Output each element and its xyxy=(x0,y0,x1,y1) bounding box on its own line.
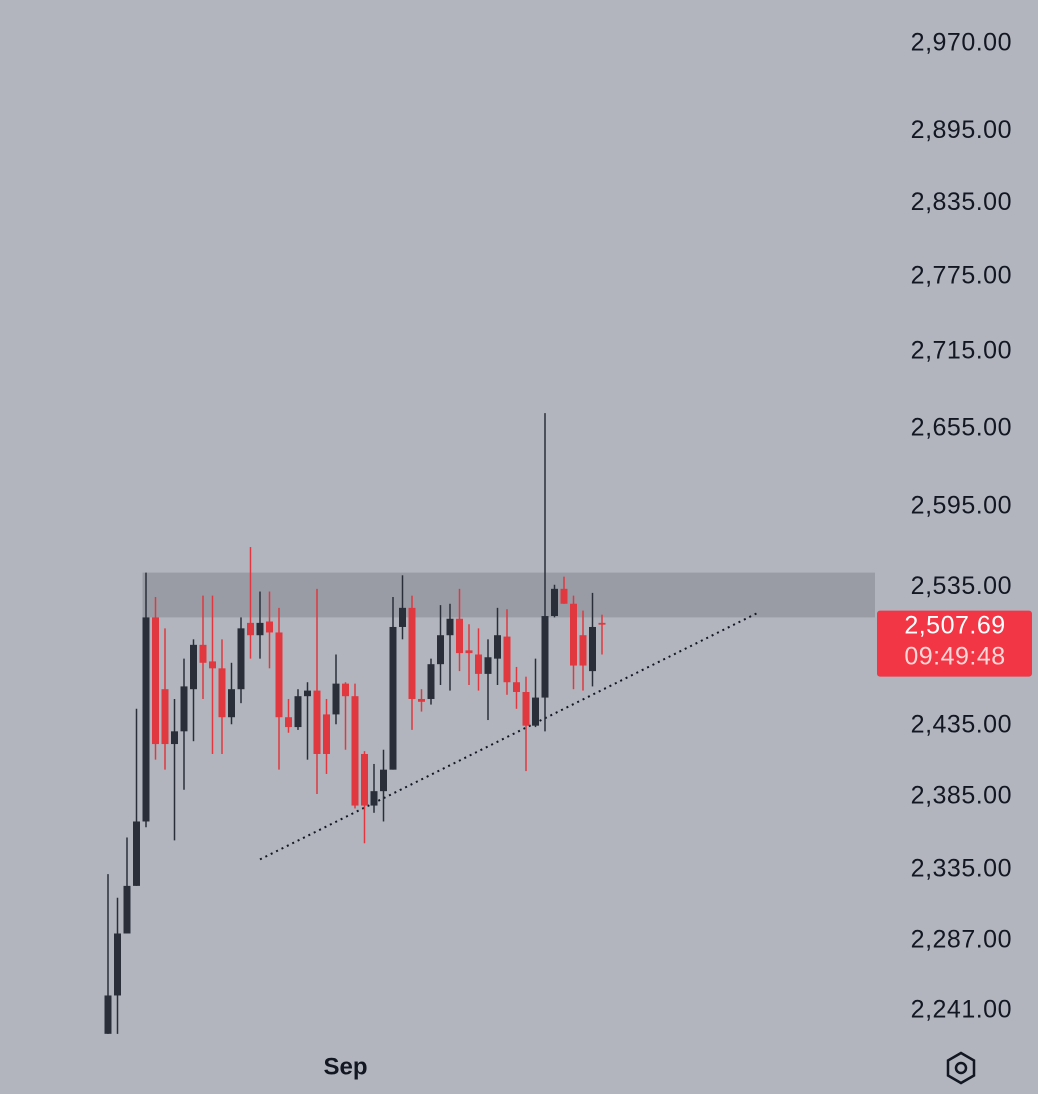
candle-body xyxy=(152,617,159,745)
y-tick-label: 2,535.00 xyxy=(911,572,1012,600)
y-tick-label: 2,715.00 xyxy=(911,337,1012,365)
candle-body xyxy=(427,664,435,699)
candle-body xyxy=(437,635,444,665)
candle-body xyxy=(332,683,340,715)
candle-body xyxy=(380,769,387,792)
gear-center xyxy=(954,1061,968,1075)
x-tick-label: Sep xyxy=(323,1053,367,1080)
candle-body xyxy=(323,714,330,754)
candle-body xyxy=(199,644,207,663)
y-tick-label: 2,241.00 xyxy=(911,995,1012,1023)
candle-body xyxy=(532,697,539,726)
candle-body xyxy=(285,717,292,728)
y-tick-label: 2,335.00 xyxy=(911,854,1012,882)
candle-body xyxy=(190,644,197,690)
y-tick-label: 2,287.00 xyxy=(911,926,1012,954)
candle-body xyxy=(475,654,482,674)
candle-body xyxy=(370,791,378,806)
candle-body xyxy=(313,690,321,754)
candle-body xyxy=(579,635,587,666)
settings-icon[interactable] xyxy=(946,1051,976,1085)
candle-body xyxy=(494,635,501,659)
y-tick-label: 2,655.00 xyxy=(911,413,1012,441)
plot: 2,970.00 2,895.00 2,835.00 2,775.00 2,715.00… xyxy=(104,28,1032,1080)
candle-body xyxy=(114,933,121,996)
candle-body xyxy=(342,683,349,697)
countdown: 09:49:48 xyxy=(904,642,1005,670)
candle-body xyxy=(123,885,131,934)
candle-body xyxy=(598,622,606,625)
candle-body xyxy=(389,626,397,770)
y-tick-label: 2,385.00 xyxy=(911,782,1012,810)
candle-body xyxy=(161,689,169,745)
candle-body xyxy=(408,607,416,699)
y-tick-label: 2,435.00 xyxy=(911,710,1012,738)
trendline xyxy=(259,612,758,861)
candle-body xyxy=(351,696,359,806)
candle-body xyxy=(256,622,264,636)
candle-body xyxy=(275,632,283,718)
candle-body xyxy=(522,691,530,726)
candle-body xyxy=(361,753,368,806)
candle-body xyxy=(418,698,425,702)
candle-body xyxy=(142,617,150,822)
candle-body xyxy=(465,650,473,654)
candle-body xyxy=(560,588,568,604)
y-tick-label: 2,775.00 xyxy=(911,261,1012,289)
candle-body xyxy=(570,603,577,666)
candle-body xyxy=(266,621,273,633)
last-price-box xyxy=(877,610,1032,677)
candle-body xyxy=(294,696,302,728)
candle-body xyxy=(503,636,511,683)
candle-body xyxy=(209,661,216,669)
candle-body xyxy=(513,682,520,692)
candle-body xyxy=(247,622,254,636)
candle-body xyxy=(171,731,178,745)
candle-body xyxy=(541,616,549,698)
hexagon xyxy=(946,1051,976,1085)
candle-body xyxy=(399,607,406,627)
y-tick-label: 2,835.00 xyxy=(911,188,1012,216)
candle-body xyxy=(218,668,226,718)
resistance-zone xyxy=(142,572,875,618)
y-tick-label: 2,895.00 xyxy=(911,116,1012,144)
y-tick-label: 2,970.00 xyxy=(911,28,1012,56)
candle-body xyxy=(180,686,188,732)
candle-body xyxy=(456,618,463,654)
last-price-label: 2,507.69 xyxy=(904,611,1005,639)
candle-body xyxy=(228,689,235,718)
candle-body xyxy=(551,588,558,617)
candle-body xyxy=(104,995,112,1034)
candle-body xyxy=(589,626,596,672)
candle-body xyxy=(133,821,140,886)
candle-body xyxy=(446,618,454,636)
candle-body xyxy=(304,690,311,697)
y-tick-label: 2,595.00 xyxy=(911,492,1012,520)
candle-body xyxy=(484,657,492,674)
candle-body xyxy=(237,628,245,690)
